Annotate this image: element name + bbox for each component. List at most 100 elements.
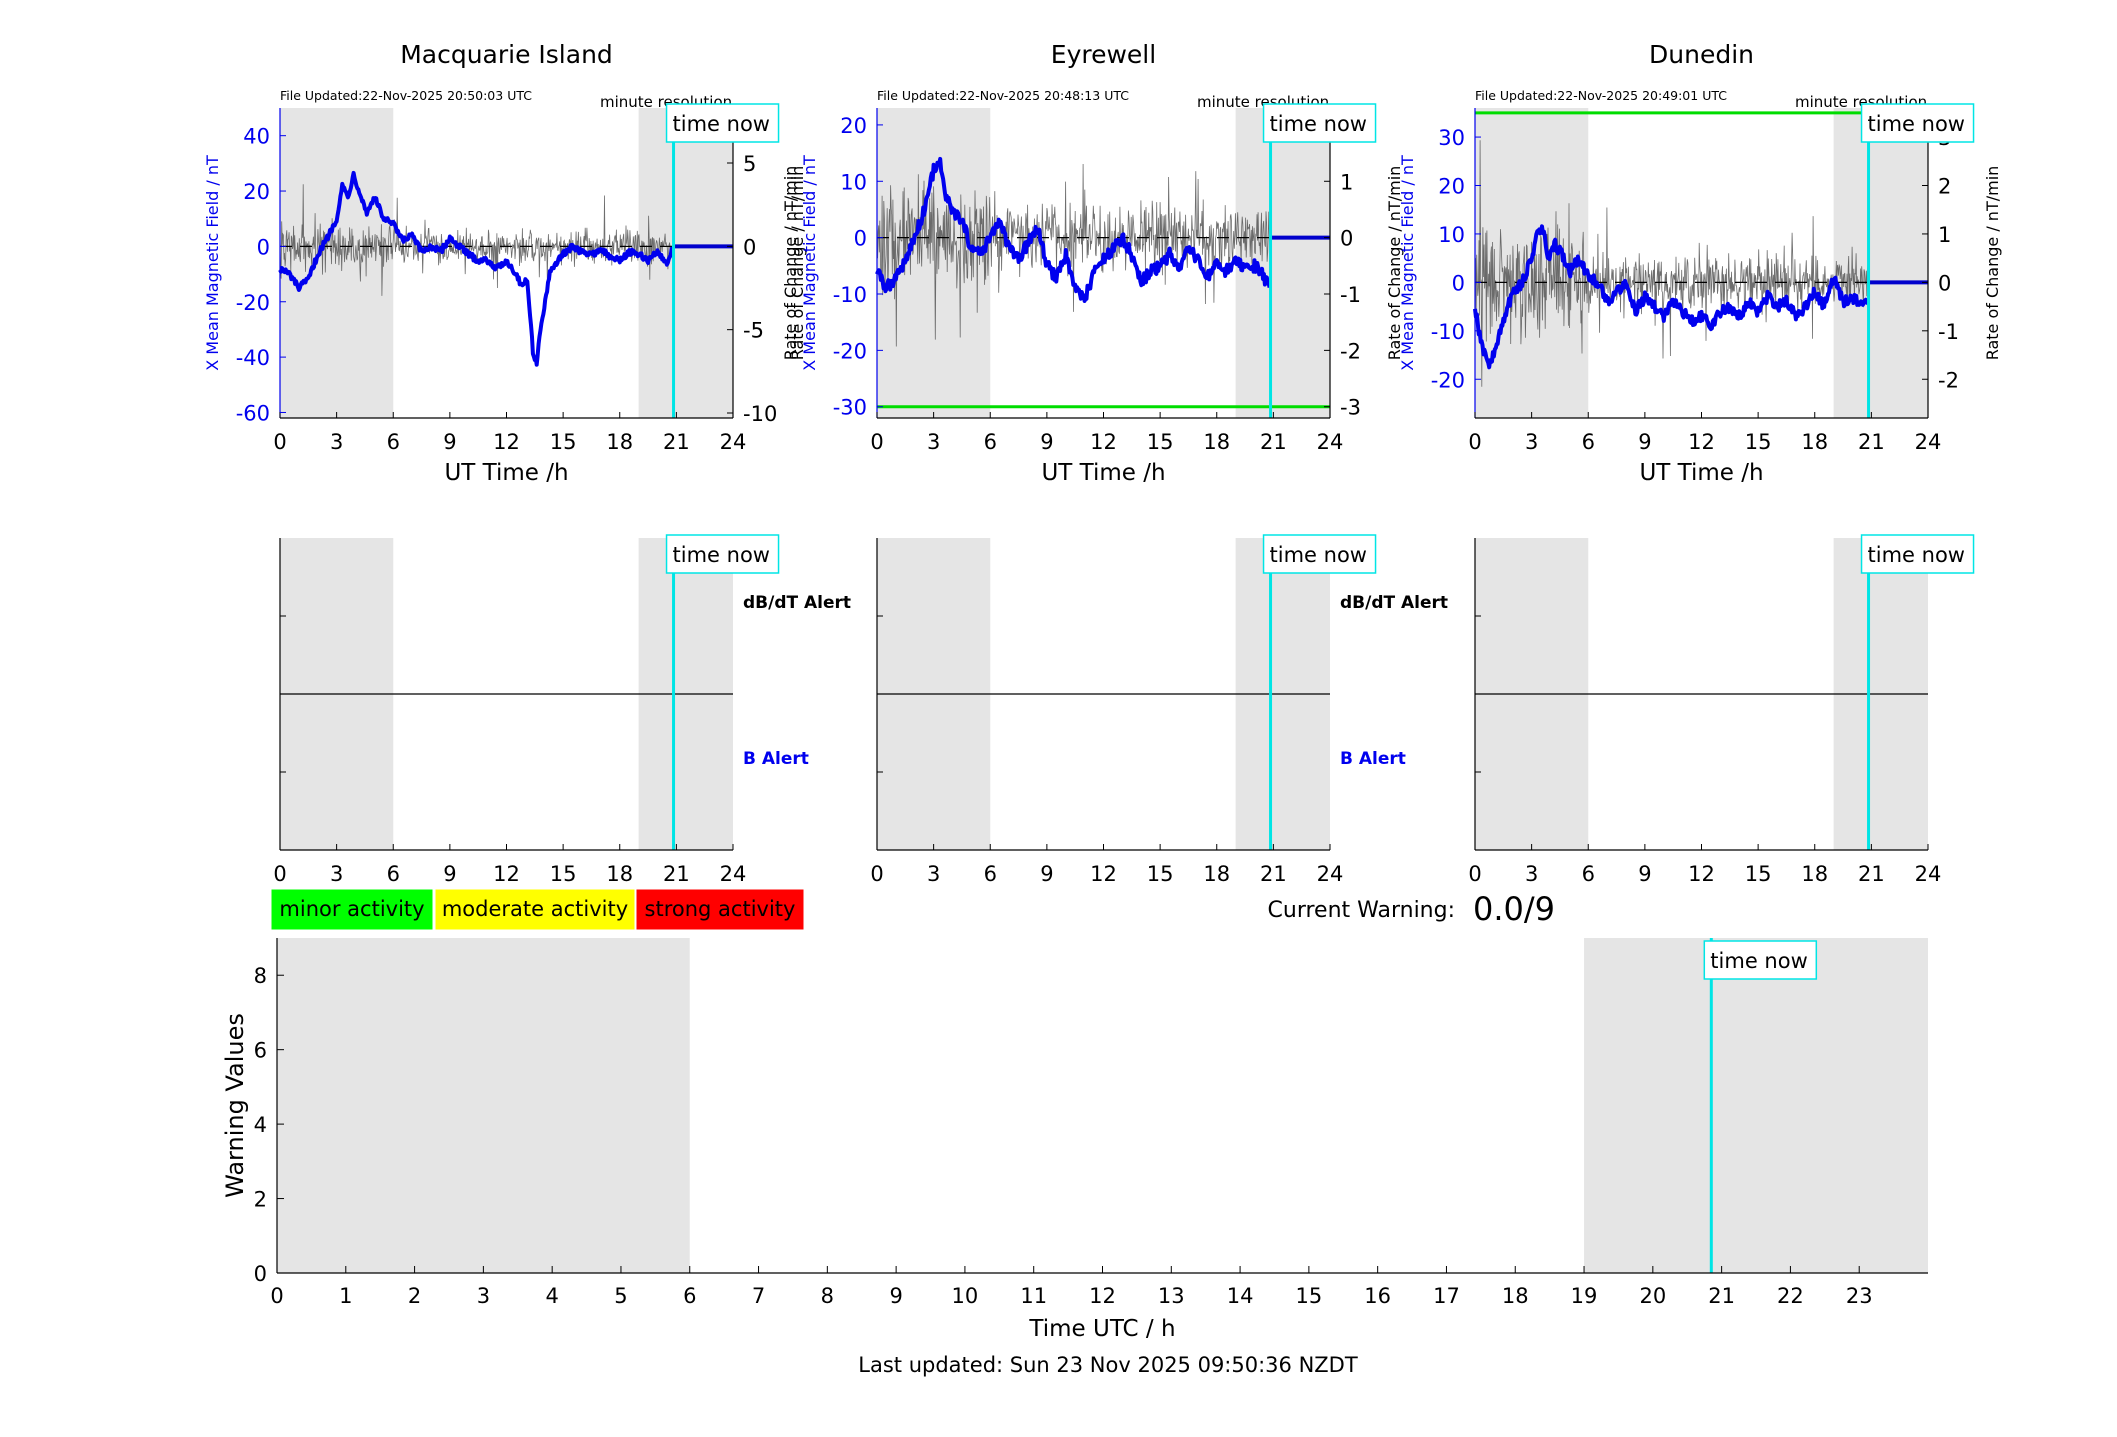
time-now-label: time now [673, 543, 770, 567]
y-tick-label: 2 [254, 1188, 267, 1212]
y-tick-label: 8 [254, 964, 267, 988]
y-tick-label: 20 [243, 180, 270, 204]
y-right-axis-label: Rate of Change / nT/min [1385, 166, 1404, 361]
y-tick-label: 0 [257, 235, 270, 259]
x-tick-label: 18 [1801, 862, 1828, 886]
x-tick-label: 13 [1158, 1284, 1185, 1308]
x-tick-label: 7 [752, 1284, 765, 1308]
time-now-label: time now [1868, 543, 1965, 567]
activity-legend: minor activity moderate activity strong … [270, 888, 805, 931]
x-tick-label: 18 [606, 430, 633, 454]
x-tick-label: 12 [493, 430, 520, 454]
file-updated-text: File Updated:22-Nov-2025 20:48:13 UTC [877, 88, 1129, 103]
moderate-activity-label: moderate activity [442, 897, 628, 921]
y-tick-label: -60 [236, 401, 270, 425]
eyrewell-alert-panel: 0 3 6 9 12 15 18 21 24 dB/dT Alert B Alert time now [870, 534, 1448, 886]
time-now-box [665, 103, 780, 143]
dunedin-panel: 03691215182124-20-100102030-2-10123Duned… [1398, 40, 2002, 486]
y-tick-label: 0 [1452, 271, 1465, 295]
macquarie-island-panel: 0 3 6 9 12 15 18 21 24 -60 -40 -20 0 20 40 -10 -5 0 5 Macqu… [203, 40, 807, 486]
x-tick-label: 21 [1858, 430, 1885, 454]
x-tick-label: 6 [984, 430, 997, 454]
x-tick-label: 3 [477, 1284, 490, 1308]
x-tick-label: 24 [720, 862, 747, 886]
y-tick-label: 0 [854, 227, 867, 251]
x-axis-label: UT Time /h [1041, 460, 1165, 486]
file-updated-text: File Updated:22-Nov-2025 20:50:03 UTC [280, 88, 532, 103]
field-line [875, 156, 1272, 303]
x-tick-label: 0 [870, 430, 883, 454]
x-tick-label: 18 [1502, 1284, 1529, 1308]
x-tick-label: 0 [1468, 430, 1481, 454]
x-tick-label: 9 [1638, 862, 1651, 886]
x-tick-label: 22 [1777, 1284, 1804, 1308]
x-tick-label: 12 [1688, 430, 1715, 454]
x-tick-label: 9 [1638, 430, 1651, 454]
x-tick-label: 21 [1708, 1284, 1735, 1308]
time-now-box [1262, 103, 1377, 143]
x-tick-label: 24 [1915, 430, 1942, 454]
minor-activity-label: minor activity [279, 897, 424, 921]
x-tick-label: 24 [1317, 862, 1344, 886]
field-series [278, 170, 733, 367]
x-tick-label: 3 [927, 430, 940, 454]
y-right-tick-label: -2 [1938, 368, 1959, 392]
x-tick-label: 4 [545, 1284, 558, 1308]
shaded-region [1833, 108, 1928, 418]
x-tick-label: 0 [270, 1284, 283, 1308]
x-tick-label: 12 [493, 862, 520, 886]
x-tick-label: 17 [1433, 1284, 1460, 1308]
y-right-tick-label: 1 [1340, 170, 1353, 194]
shaded-region [638, 108, 733, 418]
x-tick-label: 15 [550, 862, 577, 886]
time-now-label: time now [1868, 112, 1965, 136]
y-right-tick-label: 0 [1340, 227, 1353, 251]
x-tick-label: 8 [821, 1284, 834, 1308]
b-alert-label: B Alert [743, 749, 809, 769]
minor-activity-swatch [270, 888, 434, 931]
y-right-tick-label: -5 [743, 319, 764, 343]
y-right-tick-label: 2 [1938, 175, 1951, 199]
y-tick-label: 10 [1438, 223, 1465, 247]
x-tick-label: 0 [870, 862, 883, 886]
x-tick-label: 10 [952, 1284, 979, 1308]
x-axis-label: UT Time /h [1639, 460, 1763, 486]
x-tick-label: 12 [1688, 862, 1715, 886]
x-tick-label: 6 [387, 862, 400, 886]
x-tick-label: 12 [1089, 1284, 1116, 1308]
current-warning-value: 0.0/9 [1473, 890, 1555, 928]
x-tick-label: 24 [720, 430, 747, 454]
y-tick-label: 20 [840, 114, 867, 138]
y-right-tick-label: -10 [743, 402, 777, 426]
time-now-box [665, 534, 780, 574]
rate-of-change-trace [279, 184, 674, 296]
x-tick-label: 21 [1858, 862, 1885, 886]
station-title: Dunedin [1649, 40, 1754, 69]
shaded-region [277, 938, 690, 1273]
y-tick-label: -20 [236, 291, 270, 315]
y-tick-label: -40 [236, 346, 270, 370]
eyrewell-panel: 03691215182124-30-20-1001020-3-2-1012Eyr… [781, 40, 1404, 486]
x-tick-label: 18 [606, 862, 633, 886]
x-tick-label: 19 [1571, 1284, 1598, 1308]
y-axis-label: X Mean Magnetic Field / nT [203, 155, 222, 371]
dbdt-alert-label: dB/dT Alert [743, 593, 851, 613]
x-tick-label: 6 [1582, 862, 1595, 886]
x-tick-label: 15 [1745, 862, 1772, 886]
field-series [875, 156, 1330, 303]
time-now-box [1860, 534, 1975, 574]
time-now-label: time now [1270, 112, 1367, 136]
x-tick-label: 6 [984, 862, 997, 886]
y-axis-label: X Mean Magnetic Field / nT [800, 155, 819, 371]
x-tick-label: 21 [663, 862, 690, 886]
x-tick-label: 9 [1040, 862, 1053, 886]
x-tick-label: 15 [550, 430, 577, 454]
x-tick-label: 23 [1846, 1284, 1873, 1308]
y-tick-label: -30 [833, 396, 867, 420]
current-warning-label: Current Warning: [1268, 898, 1455, 923]
x-tick-label: 21 [1260, 430, 1287, 454]
y-tick-label: 10 [840, 170, 867, 194]
y-axis-label: X Mean Magnetic Field / nT [1398, 155, 1417, 371]
